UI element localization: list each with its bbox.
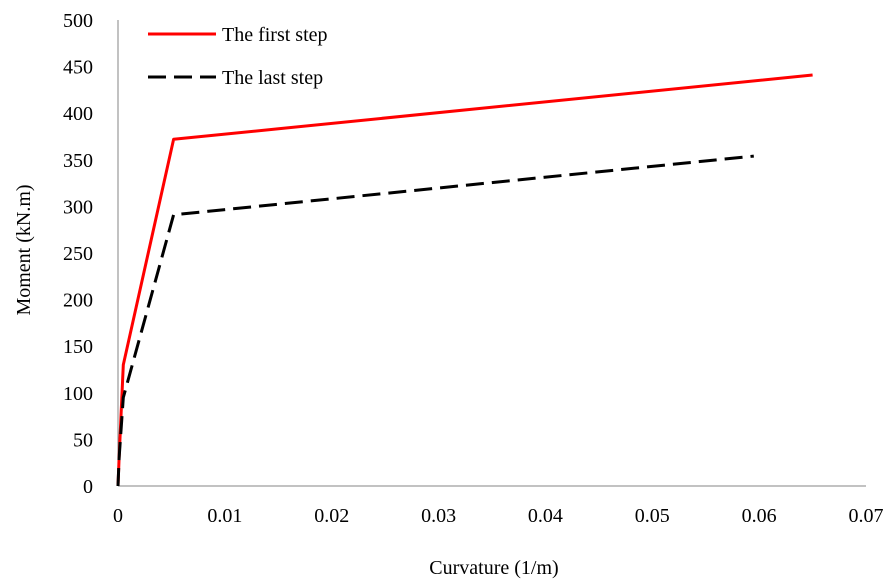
y-tick-label: 400 [63, 103, 93, 125]
x-tick-label: 0.06 [742, 505, 777, 527]
x-tick-label: 0.05 [635, 505, 670, 527]
y-tick-label: 50 [73, 429, 93, 451]
y-tick-label: 450 [63, 57, 93, 79]
y-tick-label: 150 [63, 336, 93, 358]
y-tick-label: 100 [63, 383, 93, 405]
y-tick-label: 300 [63, 196, 93, 218]
legend-label-2: The last step [222, 67, 323, 89]
series-line-2 [116, 154, 754, 487]
x-axis-title: Curvature (1/m) [429, 557, 558, 579]
x-tick-label: 0.01 [207, 505, 242, 527]
x-tick-label: 0.03 [421, 505, 456, 527]
legend: The first step The last step [148, 24, 328, 89]
series-lines [116, 73, 813, 487]
x-tick-label: 0.07 [849, 505, 884, 527]
y-tick-label: 250 [63, 243, 93, 265]
x-tick-label: 0.04 [528, 505, 563, 527]
y-tick-labels: 0 50 100 150 200 250 300 350 400 450 500 [63, 10, 93, 498]
x-tick-label: 0 [113, 505, 123, 527]
y-tick-label: 0 [83, 476, 93, 498]
y-axis-title: Moment (kN.m) [13, 184, 35, 315]
y-tick-label: 350 [63, 150, 93, 172]
legend-label-1: The first step [222, 24, 328, 46]
y-tick-label: 200 [63, 290, 93, 312]
y-tick-label: 500 [63, 10, 93, 32]
x-tick-label: 0.02 [314, 505, 349, 527]
x-tick-labels: 0 0.01 0.02 0.03 0.04 0.05 0.06 0.07 [113, 505, 884, 527]
series-line-1 [116, 73, 813, 487]
